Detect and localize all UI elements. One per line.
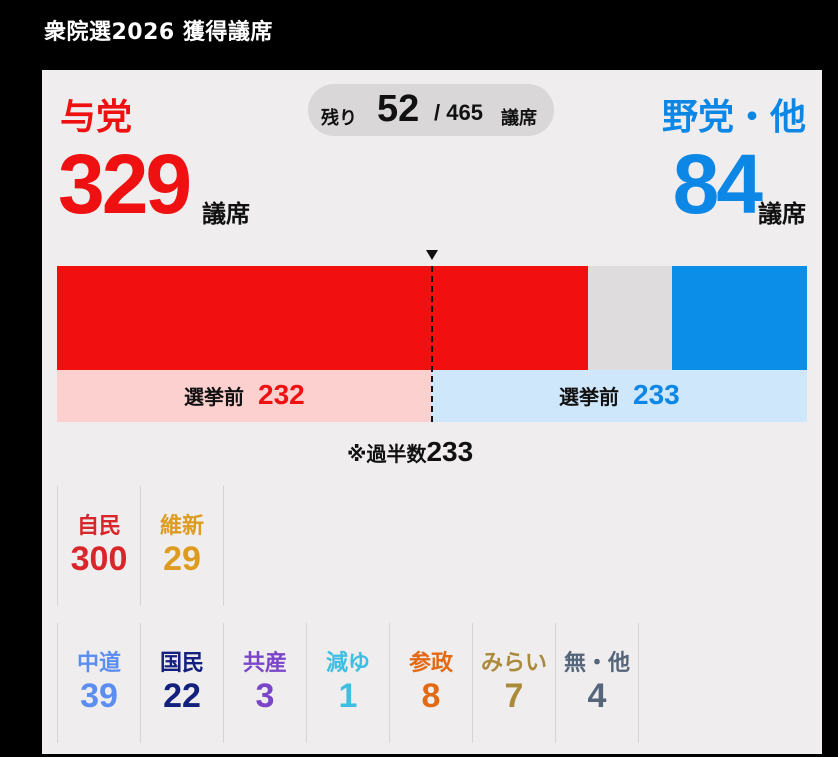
party-name: 中道 [76, 651, 121, 676]
party-seat-count: 3 [255, 677, 275, 715]
opposition-seat-count: 84 [672, 137, 763, 231]
remaining-seats-segment [588, 266, 672, 370]
party-cell: 無・他 4 [555, 623, 639, 743]
party-name: 維新 [159, 514, 204, 539]
party-name: 減ゆ [325, 651, 370, 676]
pre-election-label: 選挙前 [184, 385, 244, 409]
party-seat-count: 8 [421, 677, 441, 715]
party-seat-count: 7 [504, 677, 524, 715]
opposition-seat-unit: 議席 [758, 200, 806, 228]
party-name: 共産 [242, 651, 287, 676]
ruling-pre-election-segment [57, 370, 431, 422]
remaining-total: / 465 [434, 100, 483, 125]
pre-election-label: 選挙前 [559, 385, 619, 409]
opposition-seats-segment [672, 266, 807, 370]
party-cell: 共産 3 [223, 623, 306, 743]
pre-election-bar: 選挙前 232 選挙前 233 [57, 370, 807, 422]
remaining-value: 52 [377, 88, 420, 130]
party-cell: 参政 8 [389, 623, 472, 743]
ruling-seat-count: 329 [58, 137, 192, 231]
ruling-seat-unit: 議席 [202, 200, 250, 228]
results-panel: 与党 野党・他 残り 52 / 465 議席 329 議席 84 議席 選挙前 2… [42, 70, 822, 754]
party-seat-count: 29 [163, 540, 201, 578]
ruling-label: 与党 [60, 97, 133, 138]
remaining-seats-badge: 残り 52 / 465 議席 [308, 84, 554, 136]
majority-note: ※過半数233 [347, 436, 473, 468]
party-name: 無・他 [563, 651, 630, 676]
majority-marker-icon [426, 250, 438, 260]
party-name: 自民 [76, 514, 121, 539]
party-seat-count: 1 [338, 677, 358, 715]
ruling-pre-election-text: 選挙前 232 [184, 379, 305, 411]
page-title: 衆院選2026 獲得議席 [44, 20, 273, 45]
party-cell: 自民 300 [57, 486, 140, 606]
party-name: みらい [480, 651, 547, 676]
party-seat-count: 4 [587, 677, 607, 715]
remaining-label: 残り [321, 108, 357, 129]
party-seat-count: 39 [80, 677, 118, 715]
majority-line [431, 266, 433, 422]
majority-label: ※過半数 [347, 442, 427, 466]
majority-value: 233 [426, 436, 474, 467]
opposition-label: 野党・他 [661, 97, 806, 138]
party-cell: 中道 39 [57, 623, 140, 743]
party-name: 国民 [159, 651, 204, 676]
pre-election-value: 233 [633, 379, 680, 410]
party-seat-count: 22 [163, 677, 201, 715]
ruling-seats-segment [57, 266, 588, 370]
party-cell: 維新 29 [140, 486, 224, 606]
opposition-pre-election-text: 選挙前 233 [559, 379, 680, 411]
party-cell: 国民 22 [140, 623, 223, 743]
pre-election-value: 232 [258, 379, 305, 410]
seat-bar [57, 266, 807, 370]
party-cell: 減ゆ 1 [306, 623, 389, 743]
party-seat-count: 300 [70, 540, 128, 578]
party-name: 参政 [408, 651, 453, 676]
party-cell: みらい 7 [472, 623, 555, 743]
opposition-pre-election-segment [431, 370, 807, 422]
remaining-unit: 議席 [501, 108, 537, 129]
